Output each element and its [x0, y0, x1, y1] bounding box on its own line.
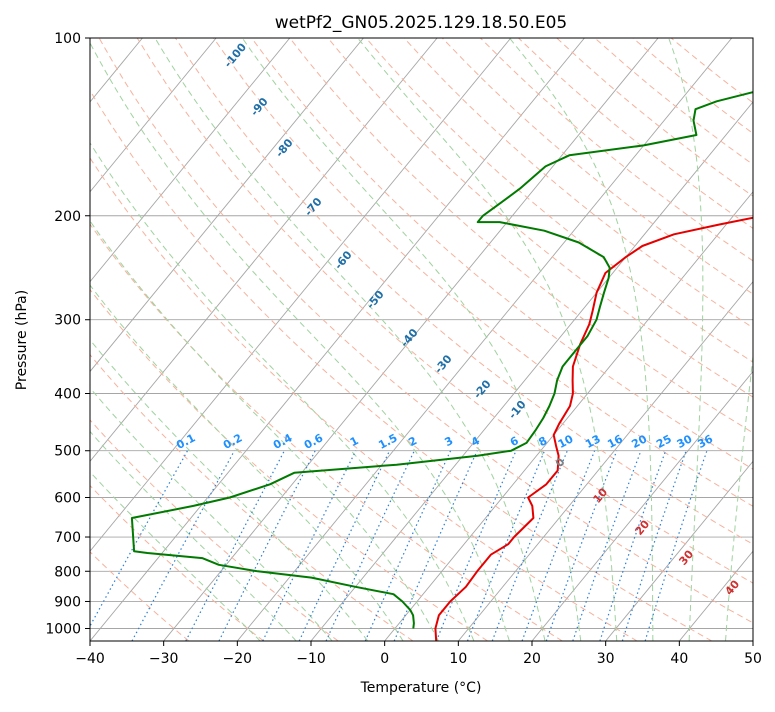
y-tick-label: 800 — [54, 564, 81, 580]
x-tick-label: 40 — [670, 651, 688, 667]
y-tick-label: 900 — [54, 594, 81, 610]
y-axis-label: Pressure (hPa) — [14, 290, 30, 390]
y-tick-label: 600 — [54, 490, 81, 506]
x-tick-label: 20 — [523, 651, 541, 667]
x-tick-label: −30 — [149, 651, 179, 667]
y-tick-label: 200 — [54, 209, 81, 225]
x-tick-label: 30 — [597, 651, 615, 667]
x-axis-label: Temperature (°C) — [360, 680, 482, 696]
x-tick-label: −10 — [296, 651, 326, 667]
chart-title: wetPf2_GN05.2025.129.18.50.E05 — [275, 13, 567, 33]
x-tick-label: −20 — [223, 651, 253, 667]
x-tick-label: 0 — [380, 651, 389, 667]
x-tick-label: −40 — [75, 651, 105, 667]
y-tick-label: 700 — [54, 530, 81, 546]
y-tick-label: 300 — [54, 313, 81, 329]
y-tick-label: 1000 — [45, 621, 81, 637]
x-tick-label: 50 — [744, 651, 762, 667]
y-tick-label: 400 — [54, 387, 81, 403]
y-tick-label: 100 — [54, 31, 81, 47]
x-tick-label: 10 — [449, 651, 467, 667]
y-tick-label: 500 — [54, 444, 81, 460]
